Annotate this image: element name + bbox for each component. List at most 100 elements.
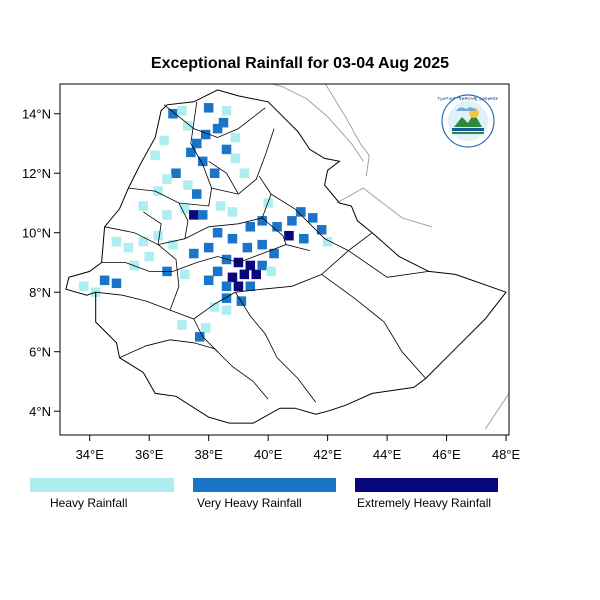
rain-cell <box>307 213 318 223</box>
rain-cell <box>230 153 241 164</box>
rain-cell <box>177 106 187 116</box>
legend-swatch <box>193 478 336 492</box>
rain-cell <box>212 227 223 238</box>
legend-label: Very Heavy Rainfall <box>197 496 302 510</box>
country-outline-path <box>65 89 507 424</box>
rain-cell <box>221 293 232 303</box>
neighbor-borders <box>271 84 509 430</box>
rain-cell <box>99 275 110 286</box>
rain-cell <box>233 281 244 292</box>
rain-cell <box>159 135 169 146</box>
region-border-line <box>119 339 269 400</box>
region-border-line <box>193 318 218 352</box>
rain-cell <box>111 278 122 289</box>
rain-cell <box>171 168 181 178</box>
region-border-line <box>101 244 310 272</box>
rain-cell <box>177 320 187 330</box>
rain-cell <box>192 189 202 199</box>
rain-cell <box>138 236 149 247</box>
neighbor-border-line <box>271 84 364 162</box>
rain-cell <box>221 305 232 315</box>
rain-cell <box>212 123 223 134</box>
meteorology-agency-logo-icon: የኢትዮጵያ ሜቲዎሮሎጂ ኢንስቲትዩት <box>438 94 499 148</box>
rain-cell <box>230 132 241 143</box>
region-borders <box>95 101 429 403</box>
rain-cell <box>218 117 229 128</box>
region-border-line <box>95 250 349 320</box>
rain-cell <box>272 222 282 232</box>
rain-cell <box>138 201 149 211</box>
rain-cell <box>183 180 193 190</box>
rain-cell <box>144 251 154 262</box>
region-border-line <box>163 104 266 138</box>
legend-swatch <box>30 478 174 492</box>
region-border-line <box>143 211 162 245</box>
rain-cell <box>153 230 163 241</box>
rain-cell <box>180 204 190 214</box>
rain-cell <box>299 233 309 244</box>
rain-cell <box>266 266 276 277</box>
rain-cell <box>245 281 256 292</box>
neighbor-border-line <box>324 84 370 177</box>
x-tick-label: 34°E <box>76 447 105 462</box>
region-border-line <box>178 202 189 239</box>
rain-cell <box>245 222 256 232</box>
country-outline <box>65 89 507 424</box>
region-border-line <box>157 244 180 311</box>
region-border-line <box>321 274 426 379</box>
rain-cell <box>239 269 250 280</box>
rain-cell <box>203 275 214 286</box>
region-border-line <box>104 175 272 246</box>
rain-cell <box>203 242 214 253</box>
rain-cell <box>197 156 208 167</box>
x-tick-label: 48°E <box>492 447 521 462</box>
x-tick-label: 42°E <box>313 447 342 462</box>
rain-cell <box>189 210 199 220</box>
x-tick-label: 44°E <box>373 447 402 462</box>
rain-cell <box>227 272 238 283</box>
rain-cell <box>239 168 250 178</box>
rain-cell <box>153 186 163 196</box>
region-border-line <box>190 101 275 195</box>
legend-label: Extremely Heavy Rainfall <box>357 496 492 510</box>
region-border-line <box>208 160 239 195</box>
y-tick-label: 8°N <box>29 285 51 300</box>
rain-cell <box>162 174 172 184</box>
rain-cell <box>227 207 238 217</box>
rain-cell <box>296 207 306 217</box>
rain-cell <box>245 260 256 271</box>
rain-cell <box>287 216 297 226</box>
rain-cell <box>162 210 172 220</box>
rain-cell <box>257 239 267 250</box>
rain-cell <box>192 138 202 149</box>
y-tick-label: 4°N <box>29 404 51 419</box>
neighbor-border-line <box>336 187 432 228</box>
rain-cell <box>269 248 279 259</box>
longitude-axis: 34°E 36°E 38°E 40°E 42°E 44°E 46°E 48°E <box>76 435 521 462</box>
rain-cell <box>215 201 226 211</box>
region-border-line <box>270 193 373 252</box>
rain-cell <box>257 260 267 271</box>
rain-cell <box>251 269 262 280</box>
y-tick-label: 6°N <box>29 345 51 360</box>
rain-cell <box>257 216 267 226</box>
map-title: Exceptional Rainfall for 03-04 Aug 2025 <box>150 55 450 72</box>
x-tick-label: 46°E <box>432 447 461 462</box>
rain-cell <box>197 210 208 220</box>
rain-cell <box>123 242 134 253</box>
x-tick-label: 36°E <box>135 447 164 462</box>
rain-cell <box>212 266 223 277</box>
map-frame <box>59 83 510 436</box>
rain-cell <box>186 147 196 158</box>
region-border-line <box>348 250 429 278</box>
logo-text: የኢትዮጵያ ሜቲዎሮሎጂ ኢንስቲትዩት <box>438 97 499 102</box>
rain-cell <box>203 103 214 113</box>
rain-cell <box>168 108 178 119</box>
rain-cell <box>322 236 333 247</box>
rainfall-cells <box>79 103 333 342</box>
latitude-axis: 4°N 6°N 8°N 10°N 12°N 14°N <box>22 107 60 419</box>
rain-cell <box>194 332 205 342</box>
rain-cell <box>316 224 327 235</box>
rain-cell <box>183 120 193 131</box>
